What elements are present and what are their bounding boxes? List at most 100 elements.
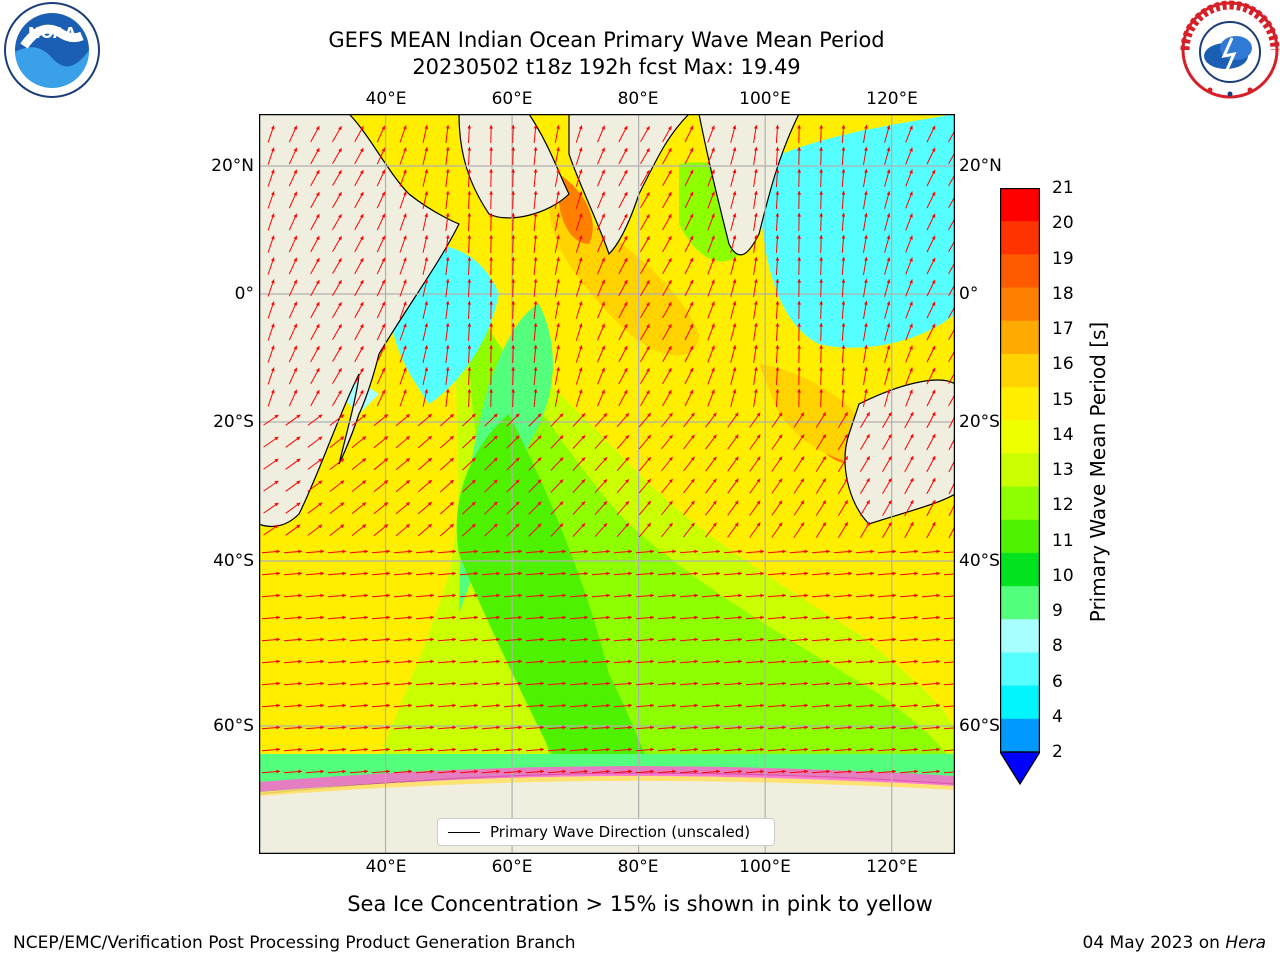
wave-arrow — [640, 301, 650, 319]
wave-arrow — [417, 435, 433, 449]
wave-arrow — [371, 681, 391, 686]
sea-ice-edge-yellow — [259, 776, 955, 796]
wave-arrow — [926, 279, 936, 297]
wave-arrow — [730, 235, 737, 253]
wave-arrow — [533, 234, 538, 254]
wave-arrow — [329, 480, 345, 492]
lat-tick-left: 20°S — [213, 412, 254, 432]
wave-arrow — [373, 413, 389, 427]
wave-arrow — [439, 501, 455, 515]
wave-arrow — [422, 367, 429, 385]
wave-arrow — [877, 549, 897, 554]
wave-arrow — [855, 681, 875, 686]
wave-arrow — [926, 499, 936, 517]
wave-arrow — [437, 725, 457, 730]
wave-arrow — [393, 747, 413, 752]
wave-arrow — [261, 769, 281, 774]
wave-arrow — [288, 389, 298, 407]
wave-arrow — [597, 191, 605, 209]
wave-arrow — [771, 478, 783, 494]
wave-arrow — [285, 414, 301, 426]
wave-arrow — [921, 659, 941, 664]
wave-arrow — [904, 411, 914, 429]
wave-arrow — [445, 345, 450, 363]
wave-arrow — [371, 659, 391, 664]
wave-arrow — [591, 703, 611, 708]
wave-arrow — [283, 747, 303, 752]
wave-arrow — [554, 191, 560, 209]
wave-arrow — [707, 279, 715, 297]
wave-arrow — [547, 593, 567, 598]
wave-arrow — [884, 213, 891, 231]
wave-arrow — [730, 389, 737, 407]
wave-arrow — [730, 367, 737, 385]
wave-arrow — [753, 257, 758, 275]
wave-arrow — [789, 681, 809, 686]
wave-arrow — [437, 549, 457, 554]
wave-arrow — [855, 725, 875, 730]
wave-arrow — [459, 549, 479, 554]
wave-arrow — [267, 301, 275, 319]
wave-arrow — [437, 681, 457, 686]
wave-arrow — [707, 191, 715, 209]
wave-arrow — [354, 389, 364, 407]
wave-arrow — [730, 257, 737, 275]
wave-arrow — [767, 725, 787, 730]
wave-arrow — [657, 703, 677, 708]
wave-arrow — [597, 147, 605, 165]
wave-arrow — [926, 521, 936, 539]
wave-arrow — [730, 301, 737, 319]
wave-arrow — [679, 703, 699, 708]
wave-arrow — [547, 659, 567, 664]
wave-arrow — [943, 639, 955, 642]
graticule — [259, 114, 955, 854]
wave-arrow — [833, 571, 853, 576]
wave-arrow — [569, 769, 589, 774]
wave-arrow — [354, 213, 364, 231]
wave-arrow — [904, 521, 914, 539]
wave-arrow — [481, 681, 501, 686]
wave-arrow — [591, 549, 611, 554]
wave-arrow — [267, 235, 275, 253]
wave-arrow — [525, 703, 545, 708]
wave-arrow — [855, 593, 875, 598]
wave-arrow — [863, 301, 868, 319]
wave-arrow — [332, 169, 342, 187]
wave-arrow — [506, 479, 520, 493]
wave-arrow — [554, 301, 560, 319]
wave-arrow — [437, 571, 457, 576]
wave-arrow — [467, 146, 472, 166]
wave-arrow — [775, 124, 780, 144]
wave-arrow — [503, 769, 523, 774]
wave-arrow — [618, 169, 628, 187]
wave-arrow — [797, 256, 802, 276]
wave-arrow — [528, 457, 542, 471]
wave-arrow — [841, 146, 846, 166]
wave-arrow — [533, 388, 538, 408]
wave-arrow — [640, 323, 650, 341]
wave-arrow — [597, 257, 605, 275]
footer-right: 04 May 2023 on Hera — [1083, 932, 1267, 954]
wave-arrow — [662, 147, 672, 165]
wave-arrow — [899, 703, 919, 708]
wave-arrow — [859, 500, 871, 516]
wave-arrow — [261, 593, 281, 598]
wave-arrow — [554, 389, 560, 407]
lon-tick-top: 40°E — [365, 89, 407, 109]
wave-arrow — [684, 301, 694, 319]
wave-arrow — [723, 549, 743, 554]
chart-subtitle: 20230502 t18z 192h fcst Max: 19.49 — [412, 55, 801, 79]
wave-arrow — [662, 345, 672, 363]
wave-arrow — [437, 659, 457, 664]
wave-arrow — [921, 747, 941, 752]
wave-arrow — [657, 769, 677, 774]
wave-arrow — [288, 257, 298, 275]
wave-arrow — [904, 455, 914, 473]
wave-arrow — [395, 413, 411, 427]
wave-arrow — [371, 747, 391, 752]
wave-arrow — [533, 212, 538, 232]
wave-arrow — [745, 549, 765, 554]
wave-arrow — [399, 147, 407, 165]
wave-arrow — [723, 725, 743, 730]
wave-arrow — [351, 524, 367, 536]
